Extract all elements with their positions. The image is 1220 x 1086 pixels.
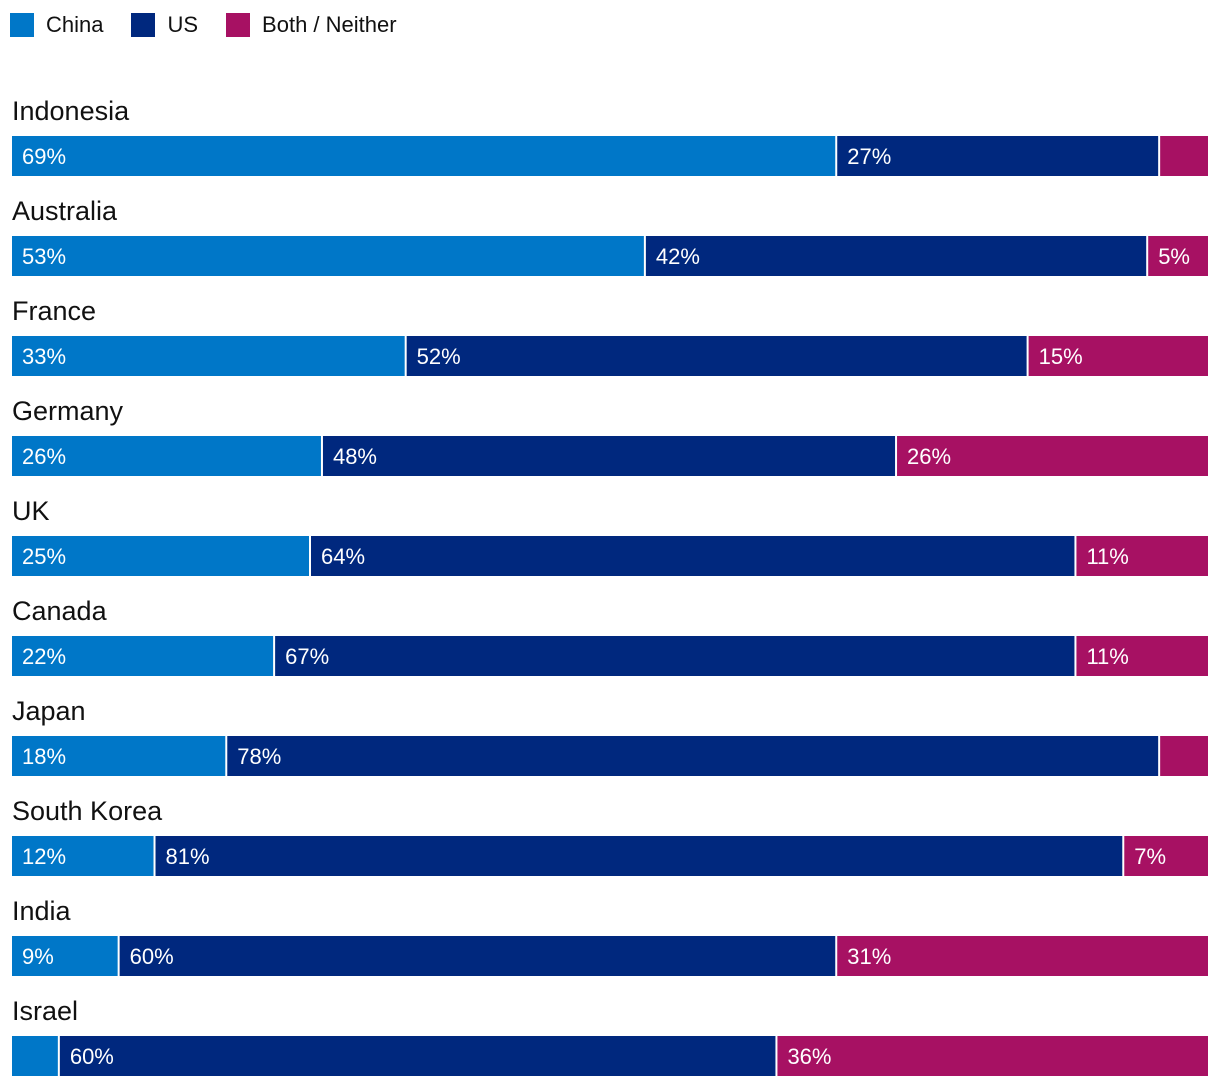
legend-label-us: US bbox=[167, 12, 199, 37]
country-label-indonesia: Indonesia bbox=[12, 96, 130, 126]
bar-segment-japan-china bbox=[12, 736, 226, 776]
bar-segment-australia-both bbox=[1148, 236, 1208, 276]
bar-value-label-france-china: 33% bbox=[22, 344, 66, 369]
bar-value-label-south-korea-china: 12% bbox=[22, 844, 66, 869]
bar-segment-canada-china bbox=[12, 636, 274, 676]
bar-value-label-south-korea-us: 81% bbox=[166, 844, 210, 869]
country-label-israel: Israel bbox=[12, 996, 78, 1026]
bar-value-label-germany-both: 26% bbox=[907, 444, 951, 469]
bar-segment-israel-both bbox=[777, 1036, 1208, 1076]
country-label-germany: Germany bbox=[12, 396, 124, 426]
bar-value-label-france-us: 52% bbox=[417, 344, 461, 369]
legend-swatch-china bbox=[10, 13, 34, 37]
bar-segment-australia-china bbox=[12, 236, 644, 276]
bar-segment-uk-us bbox=[311, 536, 1075, 576]
bar-value-label-japan-china: 18% bbox=[22, 744, 66, 769]
bar-segment-india-china bbox=[12, 936, 118, 976]
bar-value-label-uk-us: 64% bbox=[321, 544, 365, 569]
bar-value-label-israel-both: 36% bbox=[787, 1044, 831, 1069]
bar-value-label-uk-china: 25% bbox=[22, 544, 66, 569]
bar-segment-japan-both bbox=[1160, 736, 1208, 776]
bar-segment-israel-us bbox=[59, 1036, 776, 1076]
bar-segment-indonesia-both bbox=[1160, 136, 1208, 176]
bar-value-label-australia-us: 42% bbox=[656, 244, 700, 269]
bar-value-label-japan-us: 78% bbox=[237, 744, 281, 769]
bar-value-label-canada-both: 11% bbox=[1086, 644, 1128, 669]
country-label-south-korea: South Korea bbox=[12, 796, 163, 826]
bar-segment-south-korea-us bbox=[155, 836, 1123, 876]
bar-segment-france-both bbox=[1028, 336, 1208, 376]
bar-value-label-south-korea-both: 7% bbox=[1134, 844, 1166, 869]
legend-label-both-neither: Both / Neither bbox=[262, 12, 397, 37]
bar-segment-canada-both bbox=[1076, 636, 1208, 676]
bar-segment-germany-china bbox=[12, 436, 321, 476]
bar-segment-israel-china bbox=[12, 1036, 58, 1076]
country-label-france: France bbox=[12, 296, 96, 326]
bar-segment-canada-us bbox=[275, 636, 1075, 676]
bar-segment-japan-us bbox=[227, 736, 1159, 776]
legend-item-both-neither: Both / Neither bbox=[226, 12, 397, 38]
legend: China US Both / Neither bbox=[10, 10, 425, 40]
bar-segment-indonesia-us bbox=[837, 136, 1159, 176]
bar-segment-australia-us bbox=[645, 236, 1147, 276]
legend-swatch-both-neither bbox=[226, 13, 251, 37]
bar-segment-germany-us bbox=[322, 436, 896, 476]
bar-value-label-germany-us: 48% bbox=[333, 444, 377, 469]
bar-segment-indonesia-china bbox=[12, 136, 836, 176]
bar-segment-france-china bbox=[12, 336, 405, 376]
bar-segment-india-both bbox=[837, 936, 1208, 976]
bar-value-label-india-china: 9% bbox=[22, 944, 54, 969]
bar-segment-south-korea-both bbox=[1124, 836, 1208, 876]
bar-value-label-israel-us: 60% bbox=[70, 1044, 114, 1069]
bar-value-label-india-us: 60% bbox=[130, 944, 174, 969]
legend-item-us: US bbox=[131, 12, 198, 38]
country-label-india: India bbox=[12, 896, 72, 926]
bar-value-label-australia-china: 53% bbox=[22, 244, 66, 269]
bar-value-label-indonesia-us: 27% bbox=[847, 144, 891, 169]
bar-segment-south-korea-china bbox=[12, 836, 154, 876]
bar-segment-germany-both bbox=[897, 436, 1208, 476]
bar-segment-france-us bbox=[406, 336, 1027, 376]
legend-item-china: China bbox=[10, 12, 103, 38]
country-label-uk: UK bbox=[12, 496, 50, 526]
bar-value-label-india-both: 31% bbox=[847, 944, 891, 969]
bar-value-label-france-both: 15% bbox=[1039, 344, 1083, 369]
bar-segment-uk-china bbox=[12, 536, 309, 576]
bar-segment-india-us bbox=[119, 936, 836, 976]
bar-value-label-australia-both: 5% bbox=[1158, 244, 1190, 269]
bar-segment-uk-both bbox=[1076, 536, 1208, 576]
country-label-japan: Japan bbox=[12, 696, 86, 726]
bar-value-label-canada-china: 22% bbox=[22, 644, 66, 669]
legend-label-china: China bbox=[46, 12, 104, 37]
bar-value-label-canada-us: 67% bbox=[285, 644, 329, 669]
bar-value-label-indonesia-china: 69% bbox=[22, 144, 66, 169]
bar-value-label-germany-china: 26% bbox=[22, 444, 66, 469]
bar-value-label-uk-both: 11% bbox=[1086, 544, 1128, 569]
legend-swatch-us bbox=[131, 13, 156, 37]
country-label-canada: Canada bbox=[12, 596, 108, 626]
country-label-australia: Australia bbox=[12, 196, 118, 226]
